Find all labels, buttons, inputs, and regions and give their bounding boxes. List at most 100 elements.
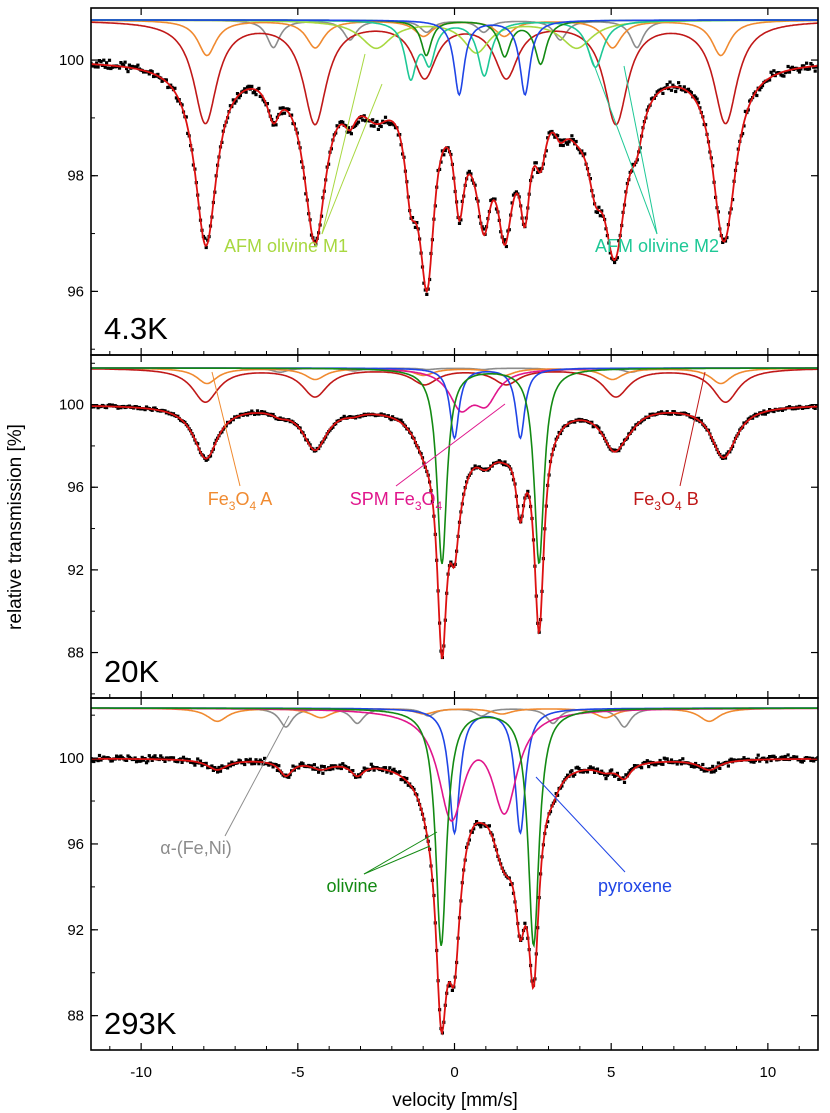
data-point bbox=[585, 770, 590, 774]
data-point bbox=[758, 88, 762, 92]
data-point bbox=[265, 102, 269, 106]
data-point bbox=[339, 766, 343, 771]
annotation-leader bbox=[211, 371, 241, 487]
data-point bbox=[344, 764, 348, 769]
data-point bbox=[379, 124, 383, 129]
data-point bbox=[583, 152, 587, 156]
y-tick-label: 96 bbox=[67, 283, 84, 300]
data-point bbox=[312, 763, 316, 767]
data-point bbox=[277, 764, 281, 768]
data-point bbox=[604, 777, 608, 781]
data-point bbox=[95, 61, 99, 65]
data-point bbox=[102, 58, 106, 62]
data-point bbox=[230, 760, 234, 764]
data-point bbox=[802, 758, 806, 762]
data-point bbox=[766, 756, 770, 761]
data-point bbox=[143, 408, 147, 412]
data-point bbox=[290, 113, 294, 117]
data-point bbox=[813, 406, 817, 410]
data-point bbox=[243, 87, 247, 91]
data-point bbox=[218, 769, 223, 773]
data-point bbox=[812, 65, 816, 69]
data-point bbox=[369, 124, 373, 128]
data-point bbox=[558, 143, 563, 147]
annotation-fe3o4_b: Fe3O4 B bbox=[633, 489, 698, 513]
data-point bbox=[722, 454, 726, 458]
data-point bbox=[647, 415, 651, 419]
data-point bbox=[164, 78, 168, 82]
data-point bbox=[665, 410, 669, 414]
panel-1: 100 96 92 88 20K Fe3O4 A SPM Fe3O4 Fe3O4 B bbox=[59, 354, 819, 699]
data-point bbox=[237, 96, 241, 100]
data-point bbox=[375, 119, 379, 124]
data-point bbox=[790, 65, 794, 69]
data-point bbox=[813, 69, 817, 73]
data-point bbox=[694, 95, 698, 99]
data-point bbox=[322, 765, 326, 769]
data-point bbox=[193, 763, 197, 767]
data-point bbox=[245, 413, 250, 417]
data-point bbox=[106, 66, 110, 70]
data-point bbox=[271, 765, 275, 769]
data-point bbox=[768, 755, 772, 759]
data-point bbox=[479, 825, 483, 829]
annotation-leader bbox=[679, 371, 706, 487]
annotation-leader bbox=[224, 715, 290, 837]
data-point bbox=[174, 96, 178, 100]
data-point bbox=[329, 764, 333, 768]
data-point bbox=[401, 421, 405, 425]
data-point bbox=[173, 86, 177, 90]
data-point bbox=[389, 418, 393, 422]
data-point bbox=[442, 153, 446, 157]
data-point bbox=[392, 767, 396, 771]
data-point bbox=[581, 770, 585, 774]
y-tick-label: 98 bbox=[67, 168, 84, 185]
x-axis-title: velocity [mm/s] bbox=[392, 1090, 518, 1111]
data-point bbox=[783, 754, 787, 759]
data-point bbox=[213, 766, 217, 770]
data-point bbox=[699, 767, 703, 771]
data-point bbox=[595, 210, 600, 214]
data-point bbox=[696, 101, 701, 105]
data-point bbox=[196, 757, 200, 761]
annotation-fe_ni: α-(Fe,Ni) bbox=[160, 838, 231, 858]
data-point bbox=[526, 489, 530, 493]
y-tick-label: 100 bbox=[59, 750, 84, 767]
data-point bbox=[557, 138, 561, 142]
subspectrum-fe_ni bbox=[91, 19, 818, 49]
data-point bbox=[741, 132, 745, 136]
data-point bbox=[267, 763, 271, 767]
data-point bbox=[139, 759, 143, 763]
data-point bbox=[328, 767, 332, 772]
data-point bbox=[147, 754, 151, 758]
data-point bbox=[678, 759, 682, 763]
data-point bbox=[760, 84, 765, 88]
data-point bbox=[321, 771, 325, 775]
data-point bbox=[742, 756, 746, 760]
data-point bbox=[536, 170, 540, 174]
data-point bbox=[179, 757, 183, 761]
data-point bbox=[282, 111, 287, 115]
data-point bbox=[716, 761, 720, 765]
fit-curve bbox=[91, 63, 818, 294]
data-point bbox=[227, 762, 231, 766]
data-point bbox=[231, 98, 235, 102]
data-point bbox=[280, 112, 284, 116]
data-point bbox=[671, 83, 675, 87]
data-point bbox=[176, 760, 180, 764]
data-point bbox=[144, 761, 149, 765]
data-point bbox=[810, 404, 814, 408]
y-tick-label: 100 bbox=[59, 52, 84, 69]
data-point bbox=[701, 762, 705, 767]
data-point bbox=[696, 416, 701, 420]
data-point bbox=[702, 769, 706, 773]
data-point bbox=[147, 72, 151, 76]
subspectrum-fe3o4_a bbox=[91, 19, 818, 57]
data-point bbox=[237, 415, 241, 419]
data-point bbox=[355, 122, 359, 126]
data-point bbox=[345, 130, 349, 134]
data-point bbox=[331, 425, 335, 429]
data-point bbox=[752, 760, 756, 764]
data-point bbox=[254, 93, 258, 97]
data-point bbox=[116, 755, 120, 759]
